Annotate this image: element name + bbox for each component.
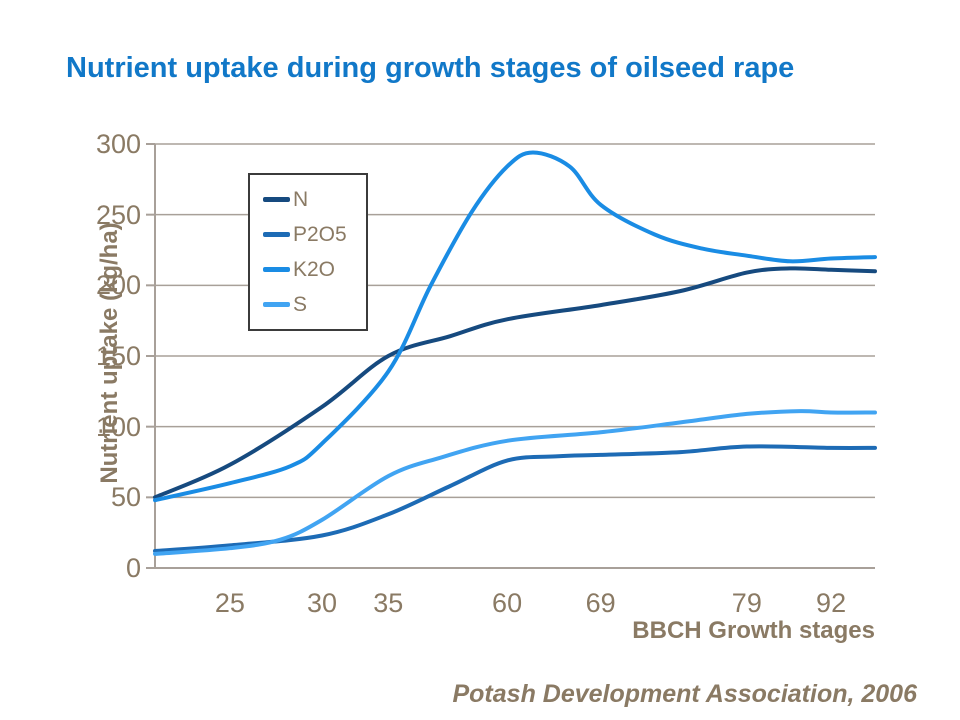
y-tick-label: 200 [95,270,141,301]
series-line-P2O5 [153,444,877,553]
series-line-N [153,266,877,500]
y-tick-label: 100 [95,411,141,442]
y-tick-label: 50 [110,482,141,513]
legend-item-S: S [263,294,366,315]
y-tick-label: 300 [95,129,141,159]
series-line-K2O [153,150,877,503]
x-tick-label: 92 [816,588,847,618]
x-tick-label: 69 [585,588,616,618]
y-tick-label: 250 [95,199,141,230]
legend: N P2O5 K2O S [248,173,368,331]
x-tick-label: 35 [373,588,404,618]
x-axis-title: BBCH Growth stages [632,617,875,644]
source-attribution: Potash Development Association, 2006 [452,680,917,708]
x-tick-label: 79 [731,588,762,618]
x-tick-label: 30 [307,588,338,618]
legend-label: N [293,188,309,211]
y-tick-label: 150 [95,341,141,371]
legend-line-swatch [263,267,290,272]
legend-label: P2O5 [293,223,347,246]
series-line-S [153,409,877,556]
x-tick-label: 60 [492,588,523,618]
legend-line-swatch [263,197,290,202]
legend-item-K2O: K2O [263,259,366,280]
x-tick-label: 25 [214,588,245,618]
legend-line-swatch [263,232,290,237]
legend-label: K2O [293,258,336,281]
legend-label: S [293,293,308,316]
legend-line-swatch [263,302,290,307]
legend-item-N: N [263,189,366,210]
y-tick-label: 0 [125,553,141,583]
chart-title: Nutrient uptake during growth stages of … [66,52,795,84]
legend-item-P2O5: P2O5 [263,224,366,245]
